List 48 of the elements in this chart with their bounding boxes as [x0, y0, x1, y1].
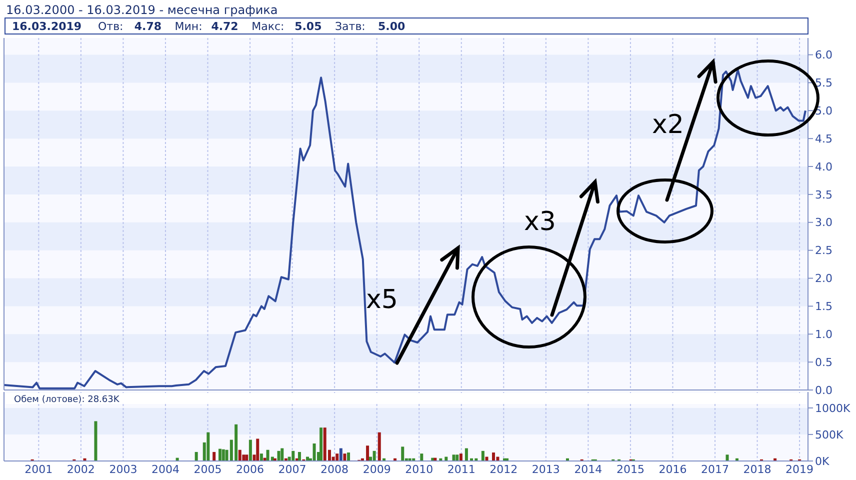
- x-tick-label: 2001: [24, 463, 53, 476]
- x-tick-label: 2009: [362, 463, 391, 476]
- x-tick-label: 2015: [616, 463, 644, 476]
- x-tick-label: 2011: [447, 463, 476, 476]
- x-tick-label: 2008: [320, 463, 349, 476]
- y-tick-label: 2.5: [815, 244, 832, 258]
- y-tick-label: 3.5: [815, 188, 832, 202]
- y-tick-label: 1.0: [815, 328, 832, 341]
- x-tick-label: 2018: [743, 463, 772, 476]
- text: 5.05: [294, 20, 322, 33]
- y-tick-label: 0.5: [815, 356, 832, 369]
- y-tick-label: 2.0: [815, 272, 832, 286]
- text: Мин:: [174, 20, 202, 33]
- y-tick-label: 5.5: [815, 76, 832, 90]
- x-tick-label: 2016: [658, 463, 687, 476]
- y-tick-label: 0K: [815, 454, 830, 468]
- text: Затв:: [335, 20, 366, 33]
- y-tick-label: 0.0: [815, 384, 832, 397]
- x-tick-label: 2017: [701, 463, 730, 476]
- x-tick-label: 2004: [151, 463, 180, 476]
- x-tick-label: 2013: [532, 463, 560, 476]
- x-tick-label: 2002: [66, 463, 95, 476]
- x-tick-label: 2006: [236, 463, 264, 476]
- y-tick-label: 1000K: [815, 402, 851, 415]
- text: 16.03.2019: [12, 20, 82, 33]
- text: Отв:: [98, 20, 124, 33]
- y-tick-label: 4.5: [815, 132, 832, 146]
- annotation: x2: [652, 110, 684, 140]
- text: 4.78: [134, 20, 162, 33]
- x-tick-label: 2012: [490, 463, 518, 476]
- x-tick-label: 2005: [194, 463, 222, 476]
- y-tick-label: 500K: [815, 428, 844, 442]
- y-tick-label: 6.0: [815, 48, 832, 62]
- x-tick-label: 2010: [405, 463, 434, 476]
- annotation: x3: [524, 207, 556, 237]
- text: Макс:: [252, 20, 284, 33]
- y-tick-label: 3.0: [815, 216, 832, 230]
- y-tick-label: 4.0: [815, 160, 832, 174]
- chart-title: 16.03.2000 - 16.03.2019 - месечна графика: [6, 3, 278, 17]
- x-tick-label: 2007: [278, 463, 306, 476]
- text: 4.72: [211, 20, 238, 33]
- annotation: x5: [366, 285, 398, 315]
- text: 5.00: [378, 20, 406, 33]
- x-tick-label: 2014: [574, 463, 602, 476]
- chart-title: Обем (лотове): 28.63K: [14, 395, 120, 405]
- x-tick-label: 2019: [786, 463, 814, 476]
- y-tick-label: 1.5: [815, 300, 832, 314]
- x-tick-label: 2003: [109, 463, 138, 476]
